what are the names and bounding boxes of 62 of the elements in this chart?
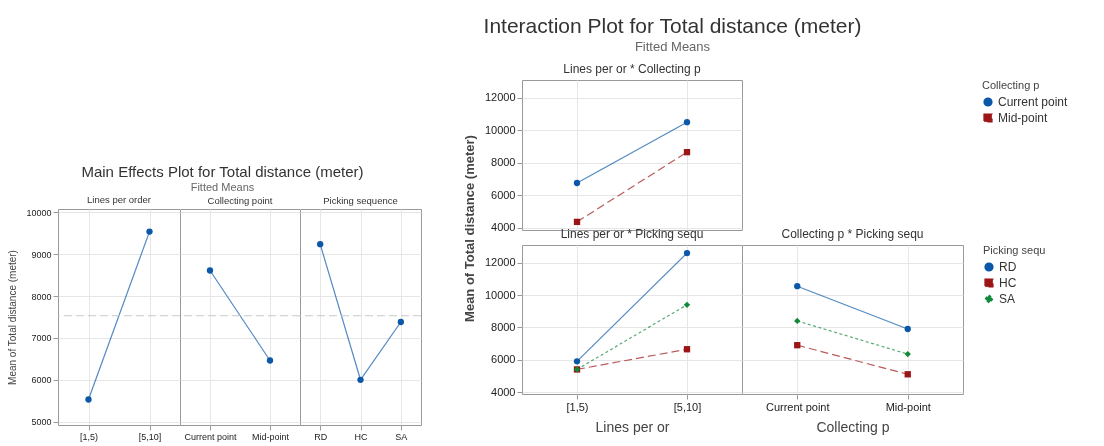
point xyxy=(683,149,691,156)
x-tick-label: Current point xyxy=(765,400,830,413)
x-axis-title: Collecting p xyxy=(816,418,890,435)
y-tick-label: 6000 xyxy=(491,353,516,366)
y-tick-label: 4000 xyxy=(491,221,516,234)
x-tick-label: Mid-point xyxy=(885,400,931,413)
y-tick-label: 6000 xyxy=(491,188,516,201)
y-tick-label: 10000 xyxy=(26,207,52,218)
point xyxy=(904,350,911,358)
legend-label: Current point xyxy=(998,95,1069,109)
text: Interaction Plot for Total distance (meter) xyxy=(482,14,863,38)
point xyxy=(683,346,691,353)
y-tick-label: 8000 xyxy=(491,156,516,169)
y-tick-label: 4000 xyxy=(491,385,516,398)
y-tick-label: 7000 xyxy=(31,333,52,344)
y-tick-label: 9000 xyxy=(31,249,52,260)
point xyxy=(573,218,581,226)
y-tick-label: 6000 xyxy=(31,375,52,386)
chart-title: Lines per order xyxy=(87,193,151,205)
legend-label: RD xyxy=(999,260,1017,274)
x-tick-label: [1,5) xyxy=(566,400,589,413)
y-tick-label: 5000 xyxy=(31,417,52,428)
y-tick-label: 12000 xyxy=(484,91,516,104)
legend-label: SA xyxy=(999,292,1016,306)
legend-label: HC xyxy=(999,276,1017,290)
point xyxy=(683,119,691,126)
chart-title: Collecting p * Picking sequ xyxy=(781,227,924,241)
legend-title: Picking sequ xyxy=(983,244,1046,256)
y-tick-label: 8000 xyxy=(491,320,516,333)
text: Fitted Means xyxy=(189,181,256,193)
y-tick-label: 10000 xyxy=(484,288,516,301)
x-tick-label: RD xyxy=(314,431,328,442)
y-tick-label: 8000 xyxy=(31,291,52,302)
chart-title: Picking sequence xyxy=(323,194,398,206)
chart-title: Lines per or * Collecting p xyxy=(563,62,702,76)
legend-label: Mid-point xyxy=(998,111,1049,125)
point xyxy=(683,249,691,257)
x-tick-label: [5,10] xyxy=(138,431,162,442)
point xyxy=(794,283,801,290)
x-tick-label: SA xyxy=(395,431,408,442)
x-tick-label: HC xyxy=(354,431,368,442)
point xyxy=(683,301,691,308)
text: Main Effects Plot for Total distance (meter) xyxy=(80,163,365,180)
point xyxy=(794,342,801,349)
y-tick-label: 10000 xyxy=(484,123,516,136)
point xyxy=(573,179,581,187)
y-tick-label: 12000 xyxy=(484,256,516,269)
x-tick-label: [1,5) xyxy=(79,431,99,442)
legend-title: Collecting p xyxy=(982,79,1040,91)
chart-title: Collecting point xyxy=(207,194,273,206)
x-axis-title: Lines per or xyxy=(595,418,670,435)
point xyxy=(904,371,911,378)
text: Fitted Means xyxy=(633,39,712,54)
x-tick-label: Mid-point xyxy=(251,431,290,442)
y-axis-title: Mean of Total distance (meter) xyxy=(461,135,477,322)
point xyxy=(573,358,581,365)
y-axis-title: Mean of Total distance (meter) xyxy=(7,250,19,385)
x-tick-label: [5,10] xyxy=(673,400,702,413)
point xyxy=(794,317,801,325)
x-tick-label: Current point xyxy=(184,431,238,442)
point xyxy=(904,325,911,333)
chart-title: Lines per or * Picking sequ xyxy=(560,227,704,241)
